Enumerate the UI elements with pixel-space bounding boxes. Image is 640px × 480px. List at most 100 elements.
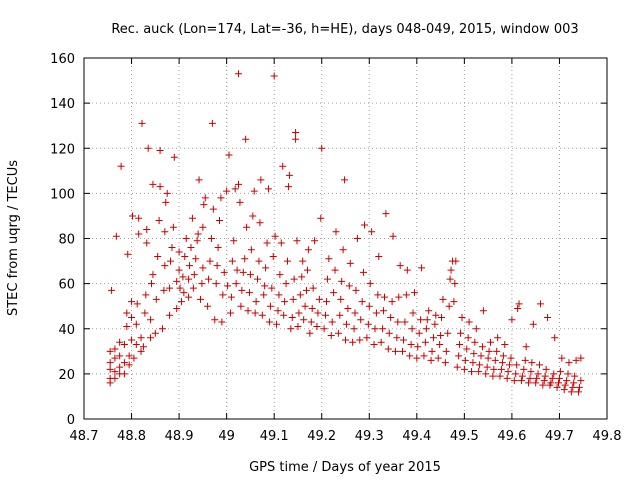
- data-point: [334, 329, 342, 337]
- data-point: [123, 322, 131, 330]
- data-point: [475, 368, 483, 376]
- data-point: [169, 223, 177, 231]
- grid-lines: [84, 58, 607, 419]
- data-point: [325, 255, 333, 263]
- data-point: [230, 237, 238, 245]
- data-point: [371, 325, 379, 333]
- data-point: [510, 377, 518, 385]
- data-point: [346, 259, 354, 267]
- data-point: [208, 119, 216, 127]
- data-point: [394, 318, 402, 326]
- data-point: [522, 343, 530, 351]
- data-point: [106, 365, 114, 373]
- data-point: [133, 300, 141, 308]
- data-point: [198, 280, 206, 288]
- data-point: [125, 352, 133, 360]
- data-point: [307, 318, 315, 326]
- data-point: [251, 309, 259, 317]
- data-point: [275, 291, 283, 299]
- data-point: [388, 298, 396, 306]
- data-point: [455, 352, 463, 360]
- data-point: [265, 318, 273, 326]
- x-tick-label: 49.7: [545, 429, 574, 444]
- data-point: [318, 144, 326, 152]
- data-point: [361, 221, 369, 229]
- data-point: [185, 275, 193, 283]
- data-point: [282, 280, 290, 288]
- data-point: [207, 235, 215, 242]
- data-point: [263, 239, 271, 247]
- data-point: [250, 187, 258, 195]
- data-point: [151, 329, 159, 337]
- data-point: [218, 318, 226, 326]
- data-point: [160, 286, 168, 294]
- data-point: [560, 386, 568, 394]
- data-point: [220, 268, 228, 276]
- data-point: [235, 180, 243, 188]
- data-point: [441, 359, 449, 367]
- data-point: [401, 318, 409, 326]
- y-tick-label: 160: [50, 52, 75, 67]
- data-point: [415, 329, 423, 337]
- data-point: [341, 176, 349, 184]
- data-point: [201, 194, 209, 202]
- data-point: [298, 273, 306, 281]
- data-point: [471, 338, 479, 346]
- x-tick-label: 49.3: [355, 429, 384, 444]
- data-point: [535, 361, 543, 369]
- data-point: [467, 368, 475, 376]
- x-axis-label: GPS time / Days of year 2015: [249, 460, 441, 475]
- data-point: [120, 341, 128, 349]
- data-point: [420, 352, 428, 360]
- data-point: [330, 289, 338, 297]
- data-point: [186, 262, 194, 270]
- data-point: [453, 363, 461, 371]
- data-point: [232, 280, 240, 288]
- data-point: [152, 295, 160, 303]
- data-point: [219, 291, 227, 299]
- data-point: [143, 225, 151, 233]
- data-point: [465, 318, 473, 326]
- data-point: [349, 338, 357, 346]
- data-point: [204, 302, 212, 310]
- data-point: [200, 201, 208, 209]
- data-point: [493, 347, 501, 355]
- data-point: [577, 354, 585, 362]
- data-point: [444, 329, 452, 337]
- data-point: [564, 370, 572, 378]
- x-tick-label: 49.2: [307, 429, 336, 444]
- data-point: [209, 205, 217, 213]
- data-point: [284, 183, 292, 191]
- data-point: [445, 302, 453, 310]
- data-point: [528, 359, 536, 367]
- data-point: [128, 298, 136, 306]
- data-point: [382, 210, 390, 218]
- data-point: [461, 356, 469, 364]
- data-point: [195, 176, 203, 184]
- data-point: [266, 302, 274, 310]
- data-point: [289, 295, 297, 303]
- data-point: [303, 286, 311, 294]
- data-point: [132, 341, 140, 349]
- data-point: [521, 356, 529, 364]
- data-point: [451, 280, 459, 288]
- data-point: [458, 313, 466, 321]
- data-point: [236, 198, 244, 206]
- data-point: [137, 347, 145, 355]
- data-point: [306, 329, 314, 337]
- data-point: [176, 284, 184, 292]
- data-point: [179, 273, 187, 281]
- data-point: [364, 320, 372, 328]
- data-point: [300, 316, 308, 324]
- data-point: [374, 291, 382, 299]
- data-point: [356, 336, 364, 344]
- data-point: [504, 368, 512, 376]
- data-point: [447, 266, 455, 274]
- data-point: [156, 183, 164, 191]
- x-tick-label: 49.1: [260, 429, 289, 444]
- data-point: [166, 311, 174, 319]
- data-point: [237, 302, 245, 310]
- data-point: [402, 291, 410, 299]
- data-point: [567, 388, 575, 396]
- data-point: [496, 372, 504, 380]
